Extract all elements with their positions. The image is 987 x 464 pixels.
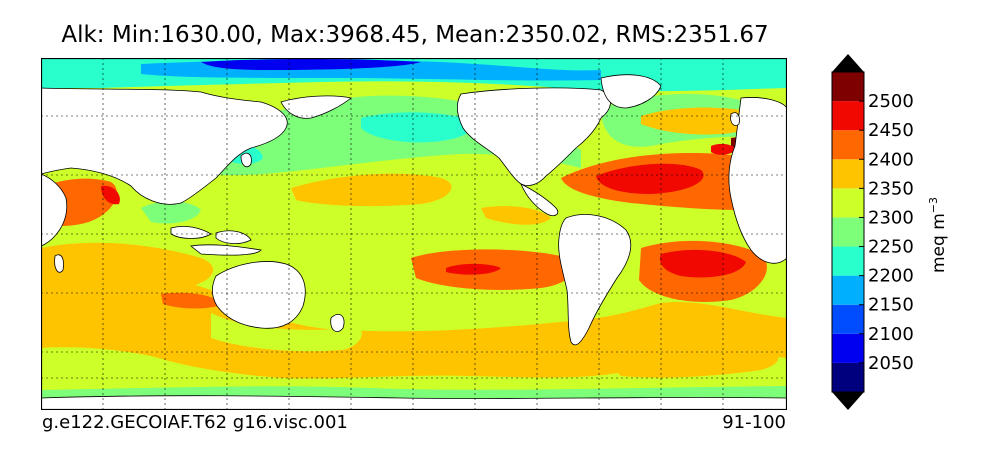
colorbar-tick-label: 2400 [868,149,914,170]
mediterranean-red [711,143,736,155]
colorbar-tick-label: 2450 [868,120,914,141]
years-label: 91-100 [722,412,786,433]
colorbar-tick-label: 2200 [868,266,914,287]
colorbar-tick-label: 2150 [868,295,914,316]
colorbar-band [832,275,864,305]
map-gridlines [41,58,787,410]
bering-cyan [361,112,474,143]
colorbar-frame [831,71,865,393]
colorbar-over-triangle [832,54,864,72]
plot-title: Alk: Min:1630.00, Max:3968.45, Mean:2350… [61,22,769,48]
case-label: g.e122.GECOIAF.T62 g16.visc.001 [42,412,348,433]
colorbar-band [832,188,864,218]
colorbar-band [832,72,864,102]
colorbar-band [832,217,864,247]
arctic-deep-blue [201,59,421,70]
arabian-sea-red [101,185,120,205]
colorbar-band [832,304,864,334]
colorbar-band [832,159,864,189]
colorbar-tick-label: 2350 [868,178,914,199]
colorbar-band [832,246,864,276]
central-pacific-band [481,206,551,225]
indian-ocean-south-orange [41,242,214,292]
south-pacific-red-core [446,263,501,275]
ocean-alkalinity-map [41,58,787,410]
colorbar-band [832,130,864,160]
colorbar-band [832,333,864,363]
north-atlantic-red [596,163,704,194]
south-atlantic-south-lobe [601,345,779,378]
west-australia-orange [161,292,223,309]
colorbar-tick-label: 2300 [868,207,914,228]
colorbar-band [832,362,864,392]
colorbar-tick-label: 2100 [868,324,914,345]
colorbar-band [832,101,864,131]
colorbar-units-label: meq m−3 [927,197,949,273]
map-frame [41,58,787,410]
south-pacific-green-gap [211,313,362,352]
south-subtropical-band [41,258,787,379]
land-masses [41,74,787,410]
colorbar-tick-label: 2500 [868,91,914,112]
units-exponent: −3 [927,197,940,213]
colorbar: 2050 2100 2150 2200 2250 2300 2350 2400 2450 2500… [831,54,949,410]
bay-of-bengal-green [141,201,201,224]
colorbar-tick-label: 2050 [868,353,914,374]
south-atlantic-red [659,249,746,278]
colorbar-under-triangle [832,392,864,410]
north-pacific-subtropical [291,173,452,207]
colorbar-tick-label: 2250 [868,237,914,258]
